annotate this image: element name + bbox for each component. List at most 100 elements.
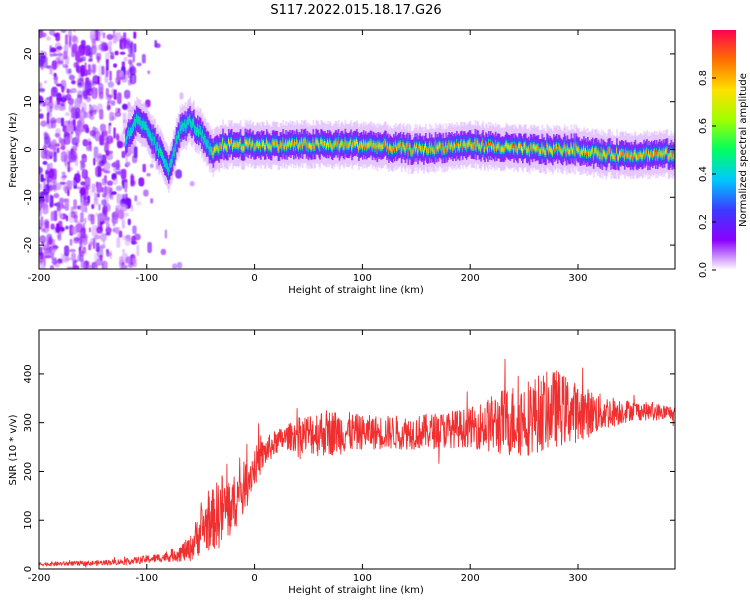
heatmap-noise-blob [92,263,98,269]
heatmap-ridge-cell [625,152,628,157]
heatmap-ridge-cell [413,147,416,153]
snr-ytick-label: 400 [23,364,34,383]
heatmap-ridge-cell [136,117,139,123]
heatmap-ridge-cell [367,142,370,148]
heatmap-noise-blob [49,195,54,208]
heatmap-noise-blob [65,215,69,222]
heatmap-ridge-cell [365,144,368,150]
heatmap-noise-blob [73,199,77,210]
heatmap-ridge-cell [250,143,253,149]
heatmap-ridge-cell [200,134,203,140]
heatmap-ridge-cell [443,148,446,154]
heatmap-ridge-cell [322,141,324,146]
heatmap-noise-blob [39,246,43,256]
heatmap-ridge-cell [585,148,587,154]
heatmap-ridge-cell [325,142,327,148]
heatmap-noise-blob [115,171,121,175]
heatmap-noise-blob [126,105,134,113]
heatmap-ridge-cell [258,143,260,149]
heatmap-ridge-cell [372,141,375,147]
heatmap-ridge [125,96,675,193]
heatmap-xtick-label: 100 [353,273,372,284]
heatmap-ridge-cell [392,147,394,153]
heatmap-ridge-cell [540,149,543,154]
heatmap-ridge-cell [527,146,530,152]
heatmap-ridge-cell [243,145,246,151]
heatmap-noise-blob [72,35,79,45]
heatmap-noise-blob [42,101,46,107]
heatmap-ridge-cell [152,134,155,140]
heatmap-ridge-cell [309,143,312,149]
heatmap-noise-blob [133,146,138,158]
heatmap-ridge-cell [654,154,657,159]
heatmap-ridge-cell [583,146,585,152]
heatmap-ridge-cell [613,154,616,160]
heatmap-noise-blob [127,53,134,58]
heatmap-ridge-cell [512,143,515,149]
heatmap-ridge-cell [340,141,343,146]
heatmap-ridge-cell [470,144,473,149]
heatmap-ridge-cell [491,142,494,148]
heatmap-ridge-cell [334,140,337,146]
heatmap-noise-blob [65,93,72,101]
heatmap-ridge-cell [552,150,554,156]
heatmap-ridge-cell [224,143,226,148]
heatmap-ridge-cell [633,151,636,157]
heatmap-ridge-cell [643,149,646,155]
heatmap-noise-blob [111,216,119,225]
heatmap-ridge-cell [667,154,670,160]
heatmap-ridge-cell [528,150,531,156]
heatmap-ridge-cell [376,147,379,153]
heatmap-ridge-cell [241,145,244,151]
snr-xtick-label: 200 [461,573,480,584]
heatmap-ridge-cell [604,152,607,157]
heatmap-noise-blob [55,83,63,87]
heatmap-ridge-cell [293,144,295,150]
heatmap-ridge-cell [459,141,462,147]
heatmap-ridge-cell [586,151,588,157]
heatmap-ridge-cell [644,152,647,158]
heatmap-ridge-cell [383,142,386,148]
heatmap-ridge-cell [511,144,514,149]
heatmap-ridge-cell [533,144,536,149]
heatmap-noise-blob [136,62,142,67]
heatmap-ridge-cell [197,125,199,131]
heatmap-ridge-cell [612,154,615,160]
heatmap-ridge-cell [472,144,475,150]
heatmap-noise-blob [61,171,66,175]
heatmap-ridge-cell [596,152,599,158]
heatmap-ridge-cell [582,150,584,156]
heatmap-ridge-cell [622,151,625,157]
heatmap-ridge-cell [397,143,400,148]
heatmap-ridge-cell [513,147,516,153]
heatmap-noise-blob [56,223,60,233]
heatmap-noise-blob [150,198,154,204]
heatmap-noise-blob [75,50,81,62]
heatmap-ridge-cell [619,150,621,156]
heatmap-ridge-cell [447,145,450,150]
heatmap-ridge-cell [207,141,210,147]
heatmap-ridge-cell [603,151,606,157]
heatmap-ridge-cell [645,151,648,156]
heatmap-ridge-cell [339,142,342,148]
heatmap-noise-blob [121,204,128,212]
heatmap-ridge-cell [206,140,209,146]
snr-ytick-label: 300 [23,413,34,432]
heatmap-ridge-cell [628,152,631,158]
heatmap-ridge-cell [506,143,509,149]
heatmap-ridge-cell [262,141,264,147]
heatmap-ridge-cell [620,151,622,157]
heatmap-ridge-cell [185,126,188,131]
heatmap-ridge-cell [437,146,440,152]
heatmap-noise-blob [89,52,93,61]
heatmap-noise-blob [66,266,73,269]
heatmap-ridge-cell [236,142,239,147]
heatmap-ridge-cell [642,153,645,159]
heatmap-ridge-cell [414,143,417,149]
heatmap-noise-blob [94,158,98,163]
heatmap-ridge-cell [210,148,213,154]
heatmap-ridge-cell [624,150,627,155]
heatmap-ridge-cell [597,149,600,155]
heatmap-noise-blob [141,54,146,64]
heatmap-noise-blob [40,50,44,54]
